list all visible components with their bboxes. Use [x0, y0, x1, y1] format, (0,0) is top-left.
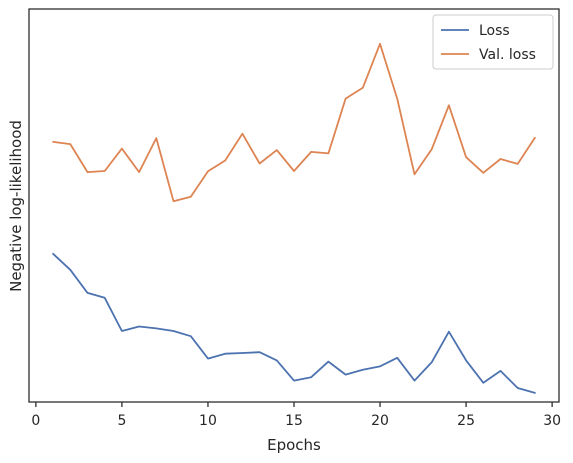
plot-frame [28, 8, 560, 403]
series-line-0 [52, 252, 536, 394]
legend-label: Loss [479, 23, 510, 39]
x-tick-label: 5 [117, 413, 126, 429]
legend-box [432, 14, 554, 70]
series-line-1 [52, 42, 536, 203]
x-ticks: 0 5 10 15 20 25 30 [31, 402, 561, 429]
x-tick-label: 15 [285, 413, 303, 429]
series-lines [52, 42, 536, 394]
x-tick-label: 0 [31, 413, 40, 429]
x-tick-label: 30 [543, 413, 561, 429]
legend: Loss Val. loss [432, 14, 554, 70]
y-axis-label: Negative log-likelihood [7, 120, 25, 292]
x-tick-label: 10 [199, 413, 217, 429]
x-tick-label: 25 [457, 413, 475, 429]
legend-label: Val. loss [479, 47, 536, 63]
x-axis-label: Epochs [267, 436, 321, 454]
x-tick-label: 20 [371, 413, 389, 429]
